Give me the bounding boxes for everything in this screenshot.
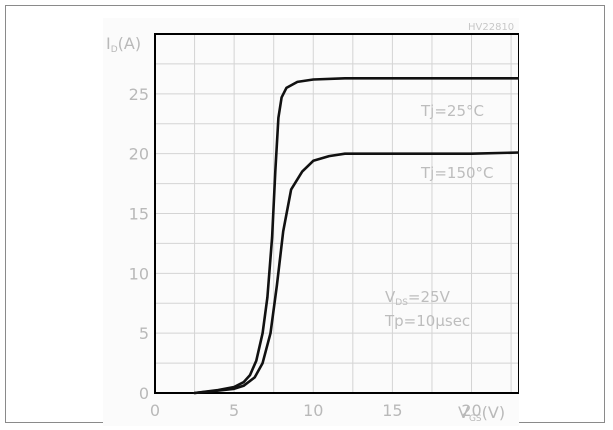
x-tick-label: 20 (461, 401, 481, 420)
y-tick-label: 0 (139, 384, 149, 403)
y-tick-label: 5 (139, 324, 149, 343)
y-tick-label: 25 (129, 85, 149, 104)
y-tick-label: 20 (129, 145, 149, 164)
tick-labels: 0 5 10 15 20 25 0 5 10 15 20 (129, 85, 482, 420)
y-tick-label: 15 (129, 205, 149, 224)
series-line-1 (193, 151, 519, 395)
figure-code: HV22810 (468, 22, 514, 33)
y-axis-title: ID(A) (106, 34, 141, 55)
transfer-characteristics-chart: 0 5 10 15 20 25 0 5 10 15 20 HV22810 ID(A) VGS(V) … (103, 18, 519, 426)
x-tick-label: 0 (150, 401, 160, 420)
series-lines (193, 76, 519, 395)
x-tick-label: 5 (229, 401, 239, 420)
series-label-tj25: Tj=25°C (420, 102, 484, 120)
annotation-vds: VDS=25V (385, 288, 451, 308)
x-axis-title: VGS(V) (458, 403, 505, 424)
plot-area-border (154, 33, 519, 394)
x-tick-label: 15 (382, 401, 402, 420)
x-tick-label: 10 (303, 401, 323, 420)
series-label-tj150: Tj=150°C (420, 164, 494, 182)
grid (155, 34, 519, 393)
y-tick-label: 10 (129, 264, 149, 283)
series-line-0 (193, 76, 519, 395)
annotation-tp: Tp=10μsec (384, 312, 470, 330)
